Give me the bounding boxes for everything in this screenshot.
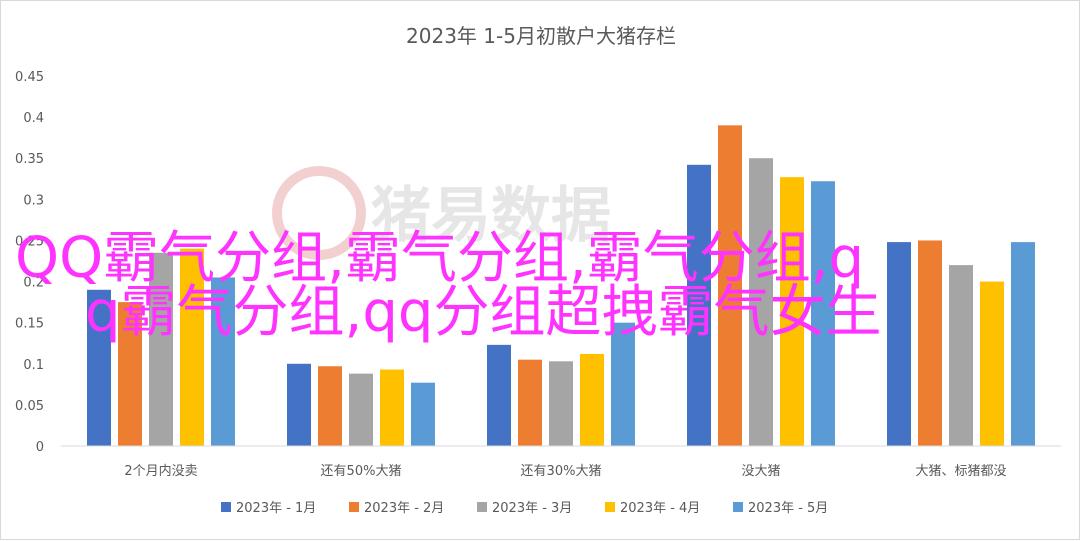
x-category-label: 大猪、标猪都没 bbox=[915, 464, 1006, 479]
bar bbox=[149, 252, 173, 446]
y-tick-label: 0.4 bbox=[23, 111, 44, 126]
bar bbox=[749, 158, 773, 446]
watermark-logo-icon bbox=[272, 166, 366, 260]
y-tick-label: 0.35 bbox=[15, 152, 44, 167]
y-tick-label: 0.3 bbox=[23, 193, 44, 208]
legend-swatch bbox=[733, 502, 743, 512]
legend-label: 2023年 - 2月 bbox=[364, 501, 444, 516]
bar bbox=[287, 363, 311, 446]
bar bbox=[349, 373, 373, 446]
legend-label: 2023年 - 5月 bbox=[748, 501, 828, 516]
legend-swatch bbox=[221, 502, 231, 512]
y-tick-label: 0.05 bbox=[15, 399, 44, 414]
watermark: 猪易数据 bbox=[272, 166, 611, 260]
bar bbox=[1011, 242, 1035, 446]
x-category-label: 没大猪 bbox=[741, 464, 780, 479]
legend-swatch bbox=[349, 502, 359, 512]
bar bbox=[980, 281, 1004, 446]
y-tick-label: 0.15 bbox=[15, 317, 44, 332]
chart-title: 2023年 1-5月初散户大猪存栏 bbox=[406, 24, 676, 48]
y-tick-label: 0.1 bbox=[23, 358, 44, 373]
bar bbox=[380, 369, 404, 446]
bar bbox=[580, 353, 604, 446]
bar bbox=[518, 359, 542, 446]
bar bbox=[687, 164, 711, 447]
legend-swatch bbox=[477, 502, 487, 512]
x-category-label: 还有30%大猪 bbox=[521, 464, 602, 479]
bar bbox=[411, 382, 435, 446]
watermark-text: 猪易数据 bbox=[371, 181, 611, 251]
bar bbox=[549, 361, 573, 446]
bar bbox=[780, 177, 804, 446]
bar bbox=[87, 289, 111, 446]
x-category-label: 还有50%大猪 bbox=[321, 464, 402, 479]
bar bbox=[811, 181, 835, 446]
x-axis: 2个月内没卖 还有50%大猪 还有30%大猪 没大猪 大猪、标猪都没 bbox=[61, 445, 1061, 479]
legend-label: 2023年 - 4月 bbox=[620, 501, 700, 516]
y-axis: 0 0.05 0.1 0.15 0.2 0.25 0.3 0.35 0.4 0.45 bbox=[15, 70, 44, 455]
bar bbox=[180, 248, 204, 446]
y-tick-label: 0 bbox=[36, 440, 44, 455]
overlay-text: QQ霸气分组,霸气分组,霸气分组,q q霸气分组,qq分组超拽霸气女生 bbox=[15, 226, 881, 345]
bar bbox=[211, 277, 235, 446]
overlay-line-1: QQ霸气分组,霸气分组,霸气分组,q bbox=[15, 226, 864, 291]
bar bbox=[718, 125, 742, 446]
bar bbox=[487, 344, 511, 446]
legend-swatch bbox=[605, 502, 615, 512]
x-category-label: 2个月内没卖 bbox=[124, 463, 197, 479]
bar bbox=[118, 302, 142, 446]
y-tick-label: 0.45 bbox=[15, 70, 44, 85]
bar bbox=[949, 265, 973, 446]
bars bbox=[87, 125, 1035, 447]
bar bbox=[611, 322, 635, 446]
legend: 2023年 - 1月 2023年 - 2月 2023年 - 3月 2023年 - 4月… bbox=[221, 501, 828, 516]
legend-label: 2023年 - 1月 bbox=[236, 501, 316, 516]
bar bbox=[887, 242, 911, 446]
y-tick-label: 0.25 bbox=[15, 234, 44, 249]
overlay-line-2: q霸气分组,qq分组超拽霸气女生 bbox=[85, 280, 881, 345]
bar bbox=[918, 240, 942, 446]
bar bbox=[318, 366, 342, 446]
y-tick-label: 0.2 bbox=[23, 276, 44, 291]
legend-label: 2023年 - 3月 bbox=[492, 501, 572, 516]
